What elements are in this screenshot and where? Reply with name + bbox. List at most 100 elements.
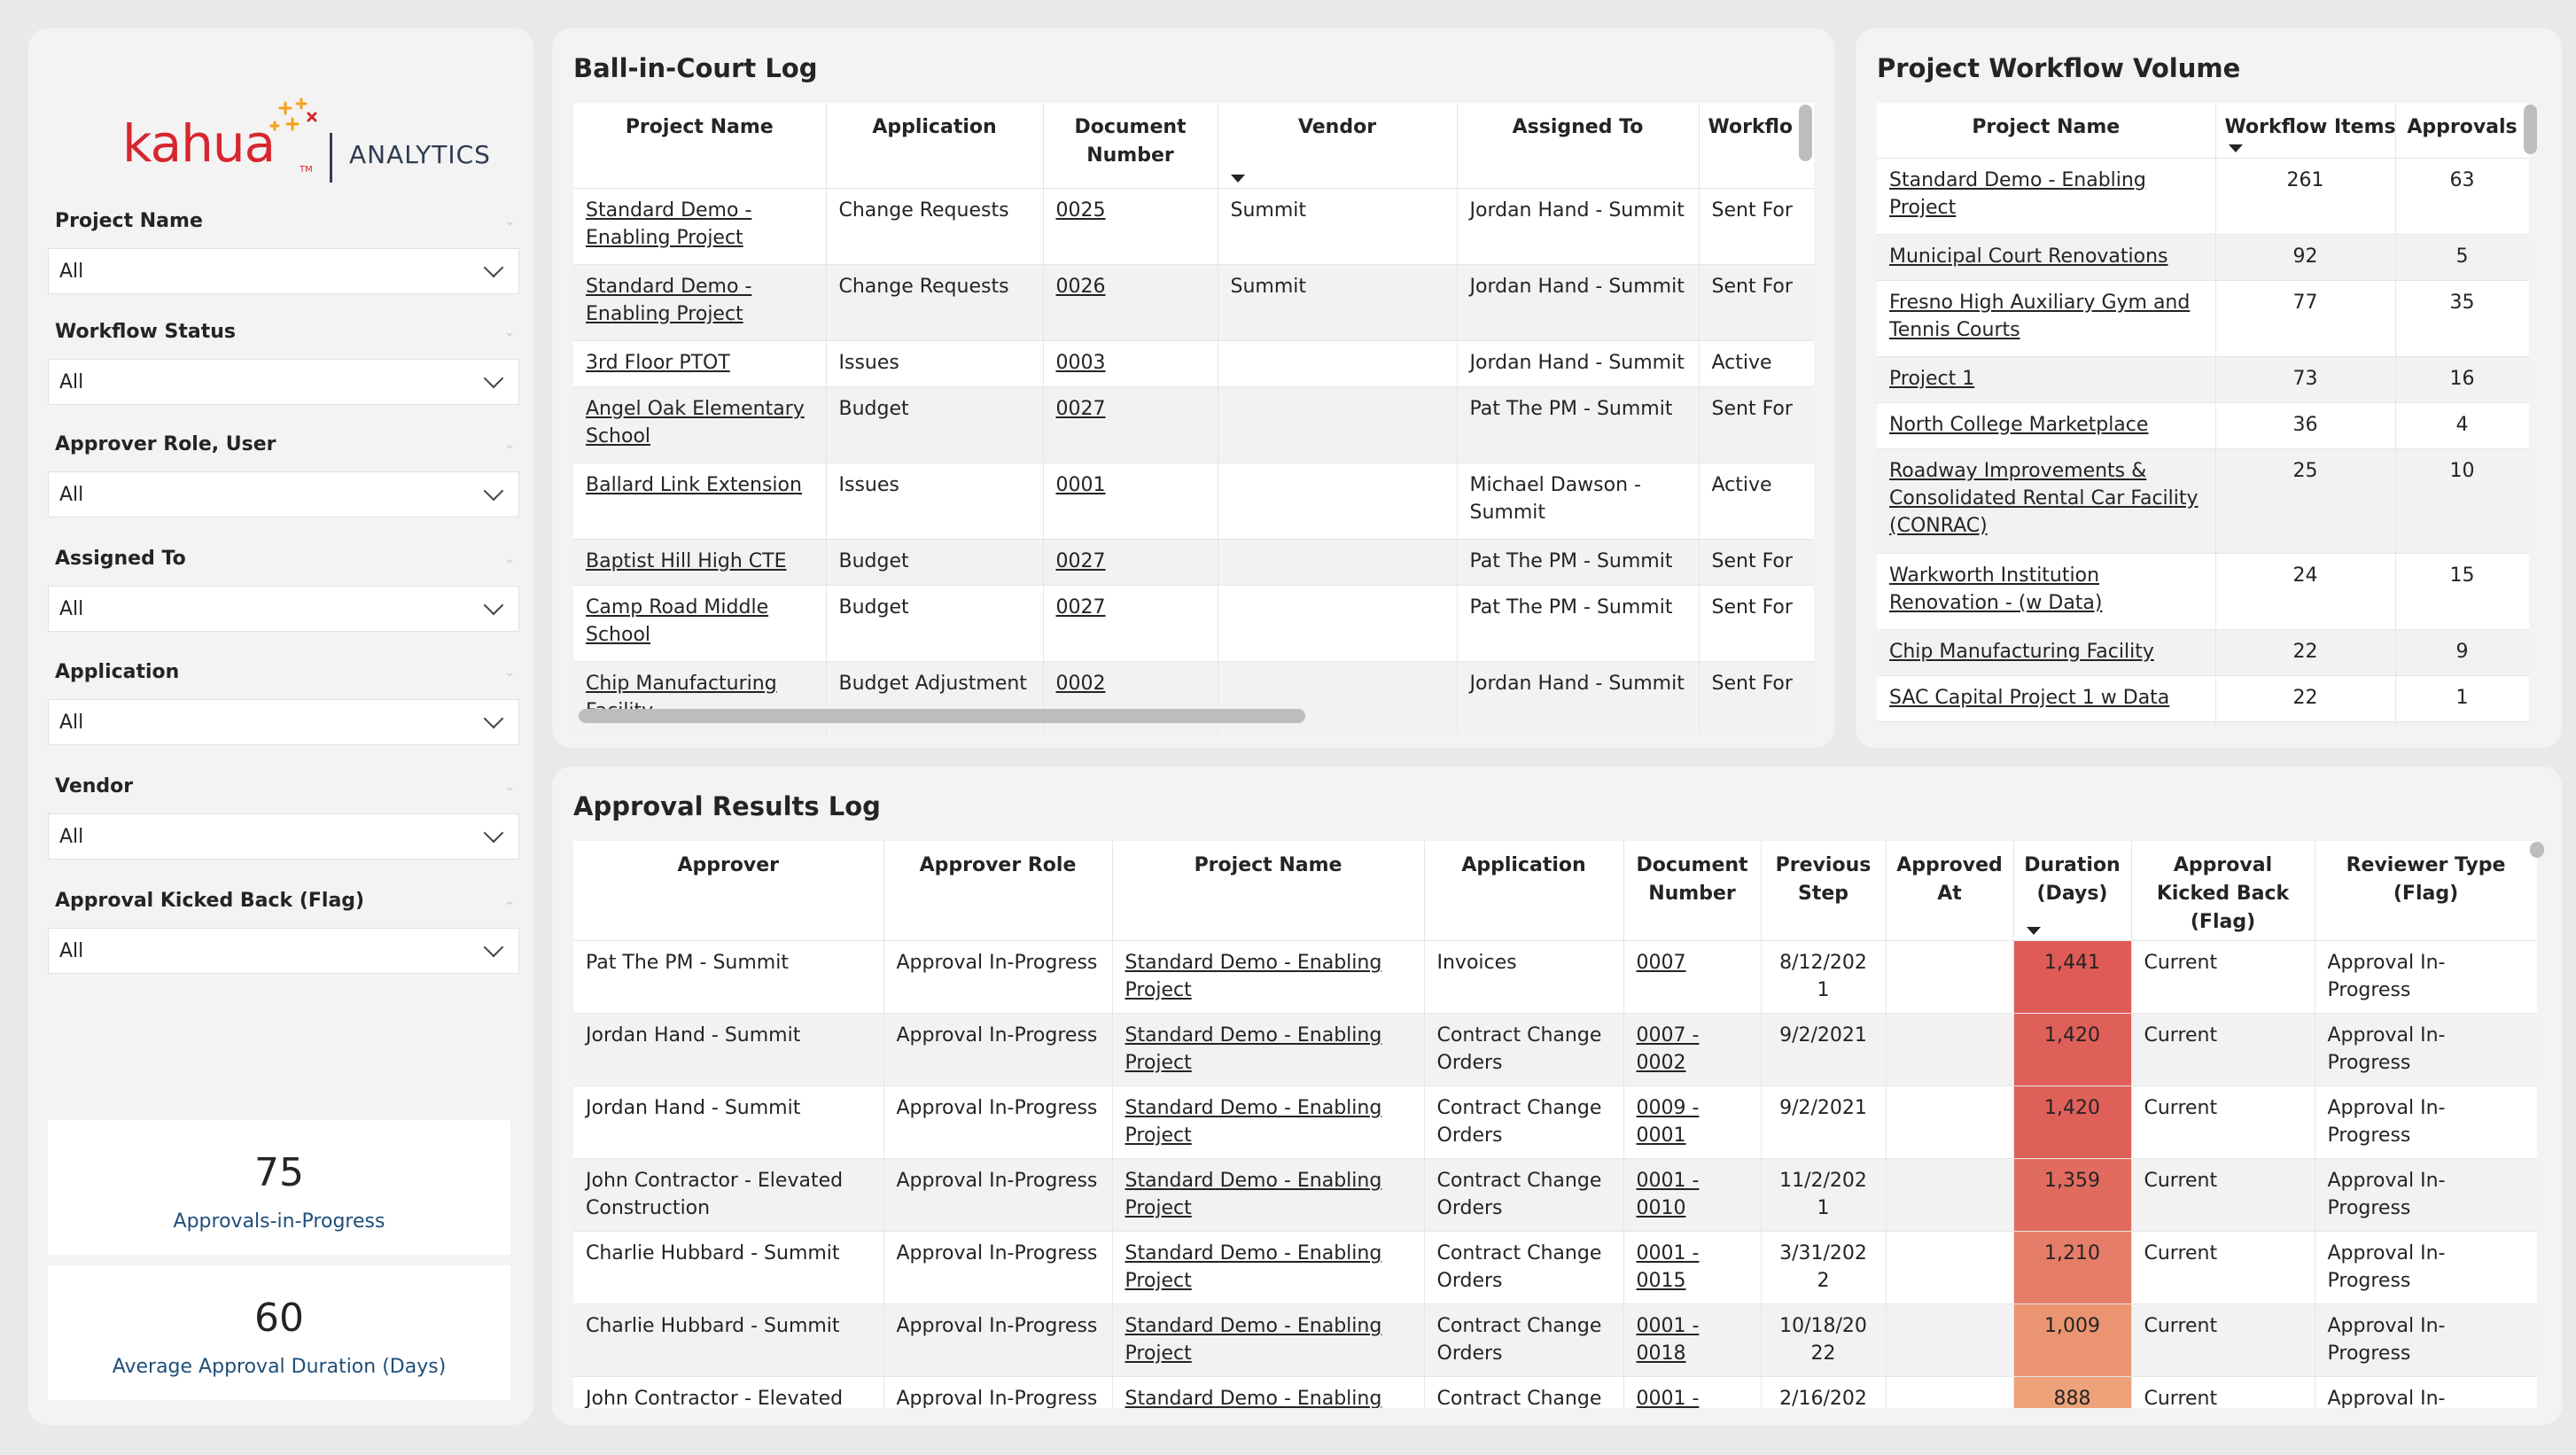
clear-selection-icon[interactable]: ⌄ [504, 780, 515, 794]
column-header-project-name[interactable]: Project Name [1112, 841, 1425, 941]
project-name-cell-link[interactable]: Standard Demo - Enabling Project [1125, 1388, 1382, 1408]
table-row[interactable]: Project 1 73 16 [1877, 356, 2529, 403]
document-number-cell-link[interactable]: 0026 [1055, 275, 1106, 298]
clear-selection-icon[interactable]: ⌄ [504, 214, 515, 229]
application-dropdown[interactable]: All [48, 699, 519, 745]
project-name-cell-link[interactable]: Ballard Link Extension [586, 473, 802, 496]
project-name-cell[interactable]: Standard Demo - Enabling Project [1112, 1303, 1425, 1377]
project-name-cell[interactable]: North College Marketplace [1877, 402, 2216, 449]
project-name-cell-link[interactable]: Standard Demo - Enabling Project [1125, 952, 1382, 1001]
workflow-status-dropdown[interactable]: All [48, 359, 519, 405]
column-header-reviewer-type[interactable]: Reviewer Type (Flag) [2315, 841, 2537, 941]
project-name-cell-link[interactable]: Standard Demo - Enabling Project [1889, 168, 2146, 219]
document-number-cell-link[interactable]: 0007 [1636, 952, 1686, 974]
project-name-cell[interactable]: 3rd Floor PTOT [573, 340, 827, 387]
vendor-dropdown[interactable]: All [48, 813, 519, 860]
project-workflow-volume-table[interactable]: Project Name Workflow Items Approvals St… [1877, 103, 2529, 727]
document-number-cell-link[interactable]: 0001 [1055, 473, 1106, 496]
project-name-cell-link[interactable]: Camp Road Middle School [586, 595, 769, 646]
document-number-cell-link[interactable]: 0001 - 0015 [1636, 1242, 1700, 1292]
project-name-cell[interactable]: Camp Road Middle School [573, 585, 827, 662]
project-name-cell[interactable]: Warkworth Institution Renovation - (w Da… [1877, 553, 2216, 630]
column-header-document-number[interactable]: Document Number [1623, 841, 1762, 941]
document-number-cell-link[interactable]: 0027 [1055, 397, 1106, 420]
document-number-cell[interactable]: 0026 [1043, 264, 1218, 341]
table-row[interactable]: Jordan Hand - Summit Approval In-Progress… [573, 1085, 2537, 1159]
column-header-application[interactable]: Application [826, 103, 1044, 189]
project-name-cell[interactable]: Standard Demo - Enabling Project [1112, 940, 1425, 1014]
document-number-cell-link[interactable]: 0001 - 0010 [1636, 1170, 1700, 1219]
project-name-cell-link[interactable]: Standard Demo - Enabling Project [586, 198, 752, 249]
column-header-approved-at[interactable]: Approved At [1886, 841, 2014, 941]
table-row[interactable]: Charlie Hubbard - Summit Approval In-Prog… [573, 1303, 2537, 1377]
column-header-document-number[interactable]: Document Number [1043, 103, 1218, 189]
clear-selection-icon[interactable]: ⌄ [504, 325, 515, 339]
table-row[interactable]: Charlie Hubbard - Summit Approval In-Prog… [573, 1231, 2537, 1304]
table-row[interactable]: 3rd Floor PTOT Issues 0003 Jordan Hand - Su… [573, 340, 1814, 387]
column-header-assigned-to[interactable]: Assigned To [1457, 103, 1700, 189]
vertical-scrollbar[interactable] [2524, 105, 2537, 154]
table-row[interactable]: Chip Manufacturing Facility 22 9 [1877, 629, 2529, 676]
table-row[interactable]: North College Marketplace 36 4 [1877, 402, 2529, 449]
document-number-cell-link[interactable]: 0009 - 0001 [1636, 1097, 1700, 1147]
document-number-cell[interactable]: 0027 [1043, 539, 1218, 586]
document-number-cell-link[interactable]: 0027 [1055, 549, 1106, 572]
project-name-cell-link[interactable]: Fresno High Auxiliary Gym and Tennis Cou… [1889, 291, 2191, 341]
project-name-cell-link[interactable]: Baptist Hill High CTE [586, 549, 787, 572]
project-name-cell-link[interactable]: Standard Demo - Enabling Project [586, 275, 752, 325]
column-header-approver-role[interactable]: Approver Role [883, 841, 1113, 941]
document-number-cell[interactable]: 0007 - 0002 [1623, 1013, 1762, 1086]
project-name-cell-link[interactable]: Angel Oak Elementary School [586, 397, 805, 447]
table-row[interactable]: Warkworth Institution Renovation - (w Da… [1877, 553, 2529, 630]
table-row[interactable]: Camp Road Middle School Budget 0027 Pat The… [573, 585, 1814, 662]
project-name-cell[interactable]: 3rd Floor PTOT [1877, 721, 2216, 727]
project-name-cell[interactable]: Standard Demo - Enabling Project [573, 188, 827, 265]
column-header-approval-kicked-back[interactable]: Approval Kicked Back (Flag) [2131, 841, 2315, 941]
project-name-cell-link[interactable]: Warkworth Institution Renovation - (w Da… [1889, 564, 2103, 614]
project-name-cell-link[interactable]: Standard Demo - Enabling Project [1125, 1242, 1382, 1292]
project-name-cell[interactable]: Angel Oak Elementary School [573, 386, 827, 463]
project-name-cell-link[interactable]: Roadway Improvements & Consolidated Rent… [1889, 459, 2199, 537]
column-header-workflow-items[interactable]: Workflow Items [2215, 103, 2396, 159]
project-name-cell[interactable]: Municipal Court Renovations [1877, 234, 2216, 281]
project-name-cell[interactable]: SAC Capital Project 1 w Data [1877, 675, 2216, 722]
document-number-cell[interactable]: 0001 - 0010 [1623, 1158, 1762, 1232]
project-name-cell[interactable]: Standard Demo - Enabling Project [1112, 1376, 1425, 1408]
table-row[interactable]: Angel Oak Elementary School Budget 0027 Pat… [573, 386, 1814, 463]
document-number-cell-link[interactable]: 0002 [1055, 672, 1106, 695]
table-row[interactable]: Standard Demo - Enabling Project 261 63 [1877, 158, 2529, 235]
document-number-cell[interactable]: 0003 [1043, 340, 1218, 387]
project-name-cell[interactable]: Standard Demo - Enabling Project [573, 264, 827, 341]
table-row[interactable]: Standard Demo - Enabling Project Change R… [573, 188, 1814, 265]
project-name-dropdown[interactable]: All [48, 248, 519, 294]
table-row[interactable]: Ballard Link Extension Issues 0001 Michael … [573, 463, 1814, 540]
clear-selection-icon[interactable]: ⌄ [504, 552, 515, 566]
project-name-cell[interactable]: Chip Manufacturing Facility [1877, 629, 2216, 676]
project-name-cell-link[interactable]: Municipal Court Renovations [1889, 245, 2168, 268]
project-name-cell[interactable]: Baptist Hill High CTE [573, 539, 827, 586]
column-header-duration-days[interactable]: Duration (Days) [2013, 841, 2132, 941]
document-number-cell[interactable]: 0027 [1043, 386, 1218, 463]
project-name-cell-link[interactable]: Project 1 [1889, 367, 1975, 390]
project-name-cell-link[interactable]: SAC Capital Project 1 w Data [1889, 686, 2170, 709]
document-number-cell-link[interactable]: 0027 [1055, 595, 1106, 619]
column-header-project-name[interactable]: Project Name [1877, 103, 2216, 159]
project-name-cell-link[interactable]: Chip Manufacturing Facility [1889, 640, 2154, 663]
horizontal-scrollbar[interactable] [579, 709, 1305, 723]
project-name-cell[interactable]: Standard Demo - Enabling Project [1112, 1013, 1425, 1086]
column-header-approver[interactable]: Approver [573, 841, 884, 941]
document-number-cell[interactable]: 0027 [1043, 585, 1218, 662]
document-number-cell[interactable]: 0009 - 0001 [1623, 1085, 1762, 1159]
project-name-cell-link[interactable]: Standard Demo - Enabling Project [1125, 1170, 1382, 1219]
clear-selection-icon[interactable]: ⌄ [504, 894, 515, 908]
project-name-cell-link[interactable]: North College Marketplace [1889, 413, 2149, 436]
table-row[interactable]: Pat The PM - Summit Approval In-Progress S… [573, 940, 2537, 1014]
approval-kicked-back-dropdown[interactable]: All [48, 928, 519, 974]
column-header-project-name[interactable]: Project Name [573, 103, 827, 189]
project-name-cell[interactable]: Standard Demo - Enabling Project [1877, 158, 2216, 235]
table-row[interactable]: 3rd Floor PTOT192 [1877, 721, 2529, 727]
column-header-application[interactable]: Application [1424, 841, 1624, 941]
table-row[interactable]: SAC Capital Project 1 w Data 22 1 [1877, 675, 2529, 722]
project-name-cell-link[interactable]: Standard Demo - Enabling Project [1125, 1097, 1382, 1147]
column-header-workflow[interactable]: Workflo [1699, 103, 1814, 189]
